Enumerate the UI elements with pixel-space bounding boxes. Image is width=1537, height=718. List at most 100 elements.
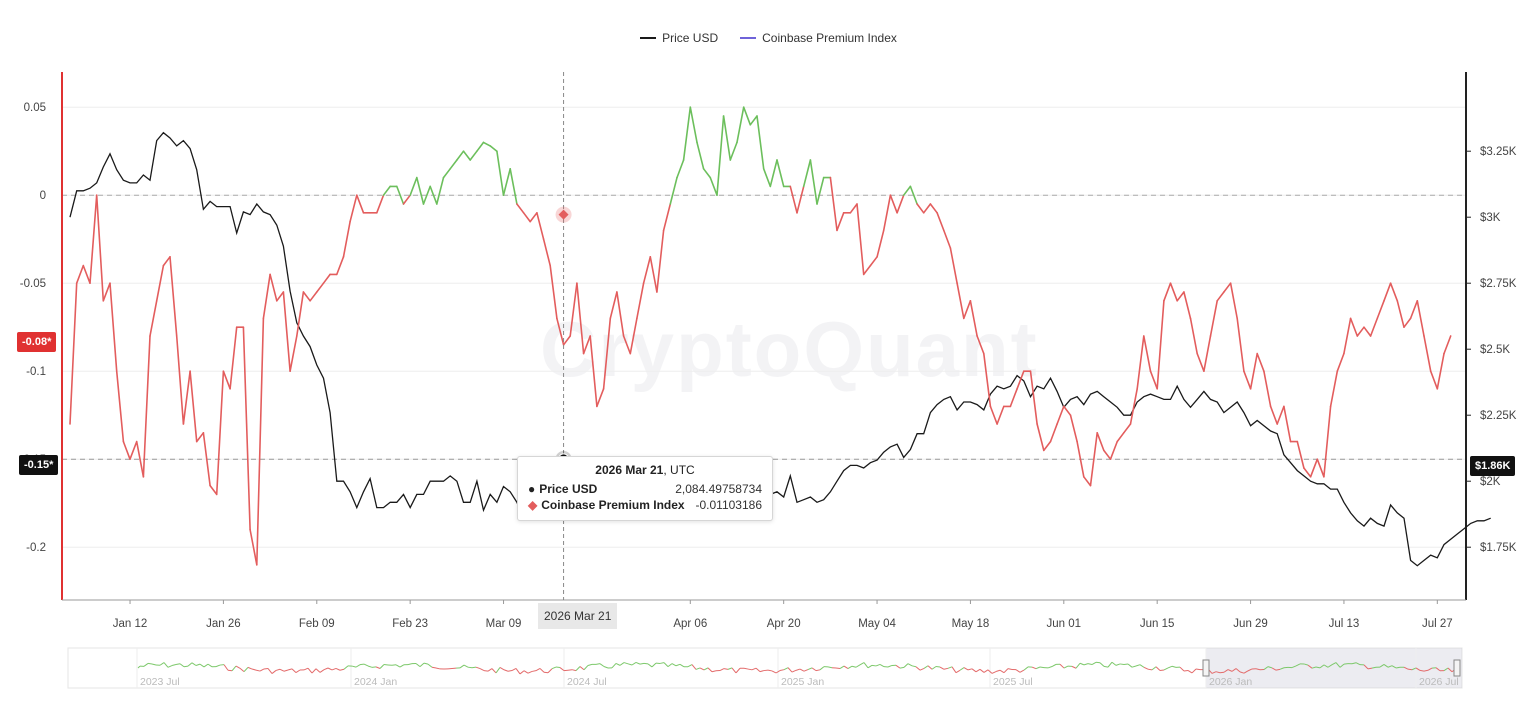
navigator-series-segment: [587, 663, 593, 666]
navigator-series-segment: [1095, 661, 1101, 664]
navigator-series-segment: [1127, 663, 1133, 668]
navigator-series-segment: [671, 663, 677, 667]
navigator-selection[interactable]: [1206, 648, 1462, 688]
navigator-label: 2026 Jan: [1209, 676, 1252, 688]
premium-segment: [709, 176, 718, 196]
x-tick-label: Jul 27: [1422, 618, 1453, 630]
premium-segment: [496, 150, 505, 196]
legend-price-usd[interactable]: Price USD: [640, 31, 718, 45]
navigator-series-segment: [359, 663, 365, 666]
navigator-series-segment: [363, 663, 369, 667]
navigator-series-segment: [1367, 667, 1373, 670]
legend-price-label: Price USD: [662, 31, 719, 45]
navigator-series-segment: [1331, 662, 1337, 666]
navigator-series-segment: [323, 667, 329, 671]
navigator-series-segment: [843, 665, 849, 669]
navigator-series-segment: [1303, 663, 1309, 666]
legend-coinbase-premium[interactable]: Coinbase Premium Index: [740, 31, 897, 45]
premium-segment: [869, 255, 878, 267]
navigator-series-segment: [1263, 666, 1269, 670]
premium-segment: [422, 185, 432, 205]
navigator-series-segment: [1315, 666, 1321, 669]
premium-segment: [582, 335, 592, 355]
navigator-series-segment: [867, 664, 873, 669]
navigator-series-segment: [1279, 667, 1285, 670]
navigator-series-segment: [1339, 663, 1345, 668]
navigator-series-segment: [923, 665, 929, 669]
navigator-series-segment: [1087, 663, 1093, 665]
navigator-series-segment: [331, 667, 337, 671]
navigator-series-segment: [819, 666, 825, 671]
navigator-series-segment: [215, 664, 221, 668]
navigator-series-segment: [863, 662, 869, 669]
navigator-series-segment: [963, 667, 969, 671]
navigator-series-segment: [1443, 667, 1449, 672]
navigator-series-segment: [1107, 661, 1113, 668]
legend: Price USD Coinbase Premium Index: [0, 31, 1537, 45]
premium-segment: [1383, 282, 1392, 302]
premium-segment: [1243, 370, 1252, 390]
navigator-series-segment: [427, 663, 433, 668]
premium-segment: [149, 299, 158, 337]
navigator-frame[interactable]: [67, 647, 1463, 689]
navigator-series-segment: [651, 662, 657, 668]
x-tick-label: Jul 13: [1329, 618, 1360, 630]
navigator-right-handle[interactable]: [1453, 659, 1461, 677]
y-right-tick-label: $2K: [1480, 476, 1501, 488]
premium-segment: [189, 370, 198, 443]
premium-segment: [82, 264, 91, 285]
premium-segment: [1416, 299, 1425, 337]
y-left-tick-label: 0.05: [24, 102, 46, 114]
navigator-series-segment: [1403, 666, 1409, 670]
navigator-series-segment: [991, 671, 997, 674]
navigator-left-handle[interactable]: [1202, 659, 1210, 677]
premium-segment: [1029, 370, 1038, 425]
navigator-series-segment: [979, 668, 985, 673]
premium-segment: [1196, 352, 1205, 373]
hover-tooltip: 2026 Mar 21, UTC ● Price USD 2,084.497587…: [517, 456, 773, 521]
navigator-series-segment: [1255, 668, 1261, 671]
premium-segment: [169, 255, 178, 337]
navigator-series-segment: [1187, 670, 1193, 674]
price-current-badge: $1.86K: [1470, 456, 1516, 476]
navigator-series-segment: [315, 668, 321, 673]
navigator-series-segment: [571, 669, 577, 672]
navigator-series-segment: [483, 670, 489, 672]
premium-segment: [662, 203, 672, 232]
navigator-label: 2024 Jan: [354, 676, 397, 688]
navigator-series-segment: [943, 667, 949, 670]
premium-segment: [522, 212, 532, 223]
navigator-series-segment: [667, 663, 673, 668]
navigator-series-segment: [595, 663, 601, 665]
premium-segment: [1136, 335, 1145, 390]
navigator-series-segment: [1003, 668, 1009, 674]
navigator-series-segment: [919, 668, 925, 671]
navigator-series-segment: [703, 667, 709, 671]
navigator-series-segment: [1423, 669, 1429, 672]
navigator-series-segment: [1223, 669, 1229, 673]
premium-segment: [129, 440, 138, 461]
premium-segment: [596, 387, 605, 408]
premium-segment: [349, 194, 358, 223]
x-hover-date-label: 2026 Mar 21: [538, 603, 618, 629]
navigator-series-segment: [1115, 663, 1121, 666]
navigator-series-segment: [1407, 668, 1413, 671]
premium-segment: [616, 291, 625, 337]
navigator-series-segment: [687, 664, 693, 668]
navigator-series-segment: [659, 662, 665, 664]
x-tick-label: Feb 09: [299, 618, 335, 630]
premium-segment: [1049, 423, 1058, 443]
navigator-series-segment: [1023, 666, 1029, 671]
navigator-series-segment: [1379, 664, 1385, 668]
premium-segment: [102, 282, 111, 302]
navigator-series-segment: [871, 664, 877, 667]
navigator-series-segment: [895, 664, 901, 669]
navigator-series-segment: [547, 668, 553, 674]
navigator-series-segment: [1319, 664, 1325, 669]
premium-segment: [229, 326, 238, 390]
premium-segment: [442, 168, 452, 179]
premium-legend-swatch: [740, 37, 757, 39]
premium-segment: [409, 176, 418, 196]
navigator-series-segment: [335, 667, 341, 671]
